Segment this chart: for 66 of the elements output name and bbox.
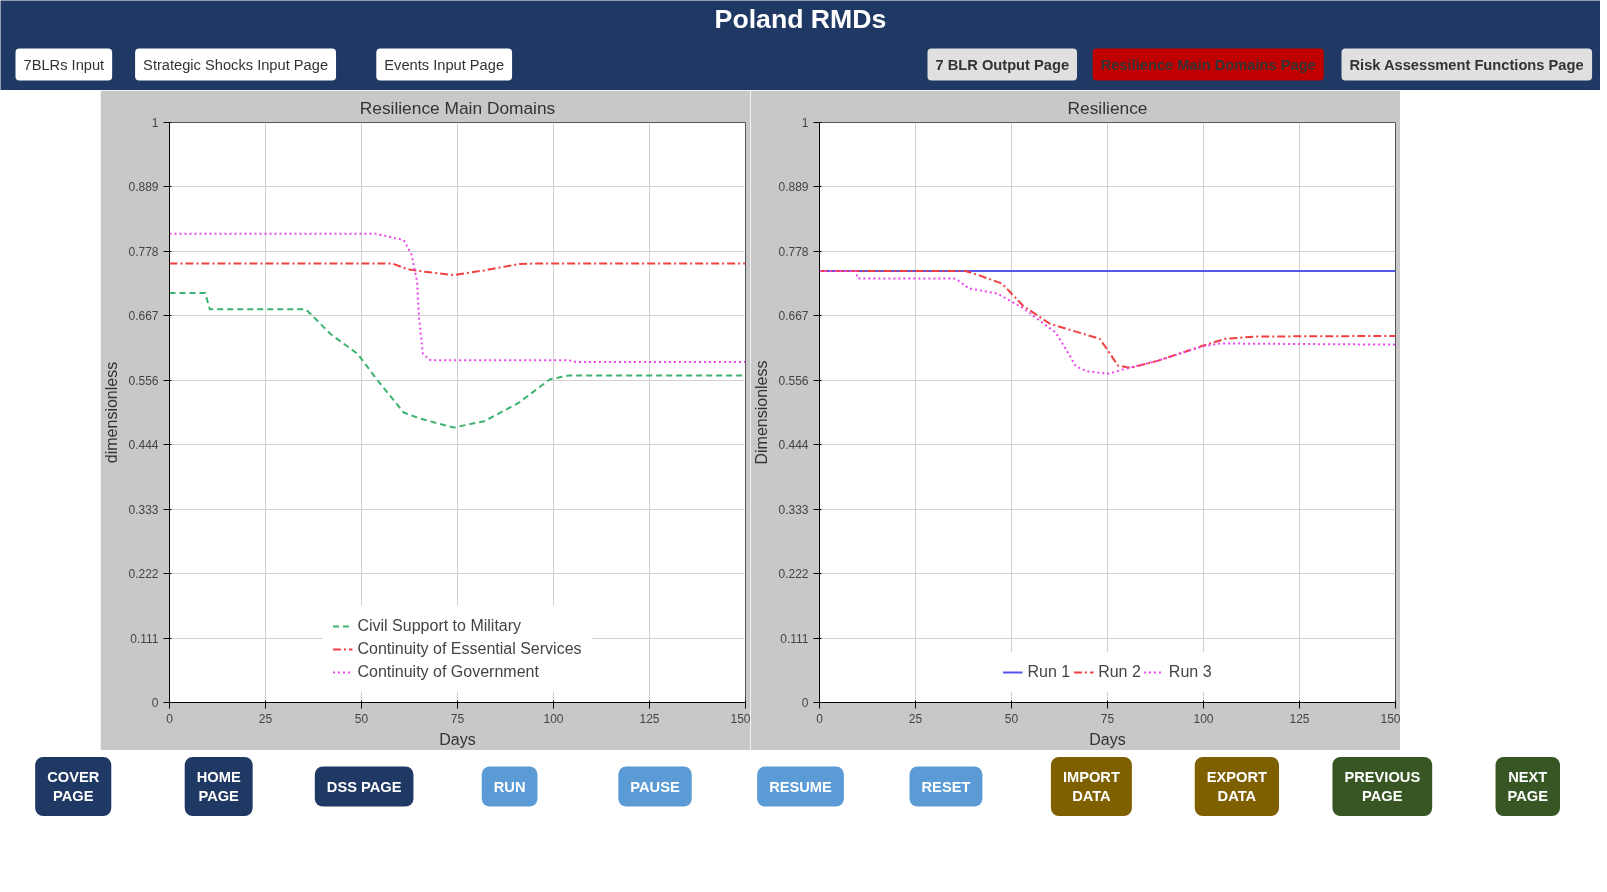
text: NEXT PAGE <box>1507 768 1549 805</box>
y-tick-label: 0 <box>151 696 159 710</box>
y-tick-label: 0.889 <box>128 180 159 195</box>
x-axis-title: Days <box>1089 730 1126 748</box>
x-tick-label: 50 <box>354 711 369 726</box>
x-tick-label: 0 <box>816 711 824 726</box>
legend-label: Civil Support to Military <box>357 617 522 635</box>
y-tick-label: 0 <box>801 696 809 710</box>
x-tick-label: 75 <box>450 711 465 726</box>
y-tick-label: 0.444 <box>778 438 809 453</box>
y-tick-label: 0.778 <box>778 244 809 259</box>
x-tick-label: 100 <box>543 711 564 726</box>
text: RUN <box>493 778 526 795</box>
text: Risk Assessment Functions Page <box>1349 56 1584 73</box>
x-tick-label: 150 <box>730 711 751 726</box>
y-axis-title: dimensionless <box>103 361 121 464</box>
legend-label: Run 2 <box>1098 663 1141 681</box>
text: Events Input Page <box>384 56 505 73</box>
text: RESET <box>921 778 971 795</box>
text: DSS PAGE <box>326 778 402 795</box>
legend-label: Continuity of Government <box>357 663 539 681</box>
text: HOME PAGE <box>196 768 241 805</box>
line-series <box>169 262 746 277</box>
chart-title: Resilience Main Domains <box>359 97 556 118</box>
text: PREVIOUS PAGE <box>1344 768 1421 805</box>
text: Strategic Shocks Input Page <box>143 56 329 73</box>
legend-label: Continuity of Essential Services <box>357 640 582 658</box>
x-tick-label: 75 <box>1100 711 1115 726</box>
text: IMPORT DATA <box>1062 768 1120 805</box>
x-tick-label: 25 <box>258 711 273 726</box>
y-axis-title: Dimensionless <box>753 360 771 465</box>
line-series <box>169 232 746 364</box>
y-tick-label: 0.333 <box>778 502 809 517</box>
text: 7BLRs Input <box>23 56 105 73</box>
legend-label: Run 1 <box>1027 663 1071 681</box>
text: 7 BLR Output Page <box>935 56 1070 73</box>
x-tick-label: 100 <box>1193 711 1214 726</box>
chart-title: Resilience <box>1067 97 1148 118</box>
y-tick-label: 0.333 <box>128 502 159 517</box>
x-tick-label: 50 <box>1004 711 1019 726</box>
y-tick-label: 0.222 <box>778 567 809 582</box>
text: PAUSE <box>630 778 680 795</box>
y-tick-label: 0.556 <box>128 373 159 388</box>
y-tick-label: 0.444 <box>128 438 159 453</box>
y-tick-label: 1 <box>801 116 809 130</box>
y-tick-label: 0.778 <box>128 244 159 259</box>
text: RESUME <box>769 778 833 795</box>
legend-label: Run 3 <box>1168 663 1212 681</box>
x-tick-label: 0 <box>166 711 174 726</box>
y-tick-label: 0.222 <box>128 567 159 582</box>
y-tick-label: 0.667 <box>128 309 159 324</box>
text: Poland RMDs <box>714 3 887 34</box>
y-tick-label: 0.111 <box>130 631 159 646</box>
y-tick-label: 1 <box>151 116 159 130</box>
text: EXPORT DATA <box>1206 768 1268 805</box>
text: Resilience Main Domains Page <box>1100 56 1316 73</box>
x-tick-label: 125 <box>639 711 660 726</box>
x-tick-label: 150 <box>1380 711 1401 726</box>
x-tick-label: 25 <box>908 711 923 726</box>
x-axis-title: Days <box>439 730 476 748</box>
y-tick-label: 0.889 <box>778 180 809 195</box>
y-tick-label: 0.111 <box>780 631 809 646</box>
y-tick-label: 0.667 <box>778 309 809 324</box>
y-tick-label: 0.556 <box>778 373 809 388</box>
text: COVER PAGE <box>47 768 100 805</box>
x-tick-label: 125 <box>1289 711 1310 726</box>
